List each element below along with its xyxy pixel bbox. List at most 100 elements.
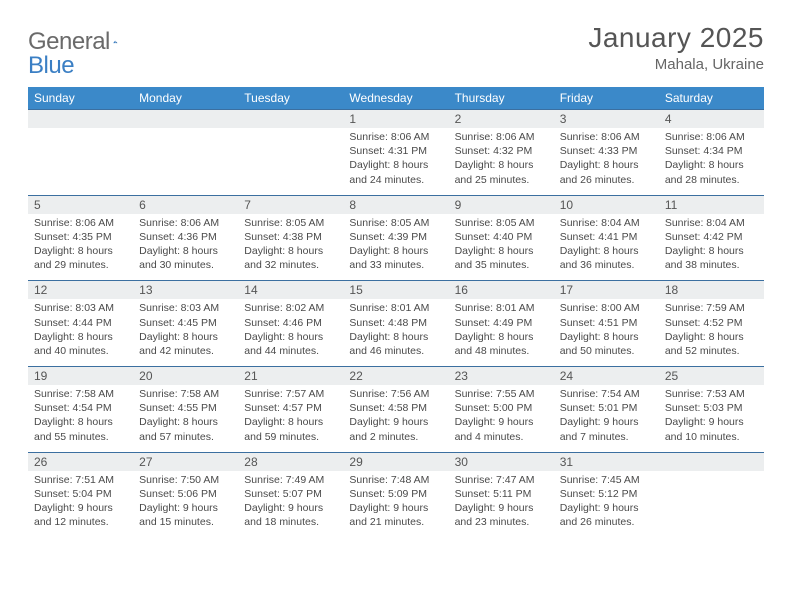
day-line: Sunset: 5:01 PM [560,401,653,415]
day-line: Daylight: 8 hours [349,330,442,344]
day-line: and 48 minutes. [455,344,548,358]
day-line: Daylight: 8 hours [455,158,548,172]
day-line: Sunset: 5:11 PM [455,487,548,501]
day-line: and 36 minutes. [560,258,653,272]
day-cell: 3Sunrise: 8:06 AMSunset: 4:33 PMDaylight… [554,110,659,196]
day-cell: 21Sunrise: 7:57 AMSunset: 4:57 PMDayligh… [238,367,343,453]
day-content: Sunrise: 7:49 AMSunset: 5:07 PMDaylight:… [238,471,343,538]
day-cell: 19Sunrise: 7:58 AMSunset: 4:54 PMDayligh… [28,367,133,453]
day-cell: 17Sunrise: 8:00 AMSunset: 4:51 PMDayligh… [554,281,659,367]
day-cell: 29Sunrise: 7:48 AMSunset: 5:09 PMDayligh… [343,452,448,537]
calendar-table: Sunday Monday Tuesday Wednesday Thursday… [28,87,764,537]
day-line: Daylight: 8 hours [244,330,337,344]
day-cell [659,452,764,537]
day-line: Sunrise: 7:45 AM [560,473,653,487]
dayname-thu: Thursday [449,87,554,110]
day-content: Sunrise: 7:50 AMSunset: 5:06 PMDaylight:… [133,471,238,538]
month-title: January 2025 [588,22,764,54]
day-line: Sunset: 5:03 PM [665,401,758,415]
day-number: 10 [554,196,659,214]
day-line: Sunset: 4:51 PM [560,316,653,330]
day-cell: 26Sunrise: 7:51 AMSunset: 5:04 PMDayligh… [28,452,133,537]
day-cell: 20Sunrise: 7:58 AMSunset: 4:55 PMDayligh… [133,367,238,453]
dayname-tue: Tuesday [238,87,343,110]
day-cell: 24Sunrise: 7:54 AMSunset: 5:01 PMDayligh… [554,367,659,453]
day-line: Daylight: 8 hours [665,158,758,172]
day-number: 27 [133,453,238,471]
day-line: Sunrise: 7:47 AM [455,473,548,487]
day-line: and 40 minutes. [34,344,127,358]
day-content: Sunrise: 8:06 AMSunset: 4:34 PMDaylight:… [659,128,764,195]
day-line: Daylight: 8 hours [665,330,758,344]
day-line: Sunrise: 8:04 AM [560,216,653,230]
day-content: Sunrise: 8:04 AMSunset: 4:41 PMDaylight:… [554,214,659,281]
day-line: Daylight: 8 hours [34,330,127,344]
day-content: Sunrise: 7:54 AMSunset: 5:01 PMDaylight:… [554,385,659,452]
day-line: and 23 minutes. [455,515,548,529]
dayname-sat: Saturday [659,87,764,110]
day-number: 31 [554,453,659,471]
day-line: Sunset: 4:40 PM [455,230,548,244]
day-line: and 10 minutes. [665,430,758,444]
day-number [238,110,343,128]
day-line: Sunset: 4:31 PM [349,144,442,158]
logo-sail-icon [113,33,118,51]
day-content: Sunrise: 8:05 AMSunset: 4:40 PMDaylight:… [449,214,554,281]
day-line: Sunset: 5:06 PM [139,487,232,501]
day-line: and 46 minutes. [349,344,442,358]
day-line: Sunrise: 8:01 AM [455,301,548,315]
day-line: and 50 minutes. [560,344,653,358]
day-number: 1 [343,110,448,128]
day-line: Sunrise: 7:55 AM [455,387,548,401]
day-line: and 44 minutes. [244,344,337,358]
day-cell: 27Sunrise: 7:50 AMSunset: 5:06 PMDayligh… [133,452,238,537]
day-line: Sunrise: 8:05 AM [244,216,337,230]
day-line: and 38 minutes. [665,258,758,272]
week-row: 1 Sunrise: 8:06 AM Sunset: 4:31 PM Daylight… [28,110,764,196]
dayname-row: Sunday Monday Tuesday Wednesday Thursday… [28,87,764,110]
day-line: and 15 minutes. [139,515,232,529]
day-content: Sunrise: 8:03 AMSunset: 4:44 PMDaylight:… [28,299,133,366]
day-content [133,128,238,186]
day-number: 28 [238,453,343,471]
day-line: Sunset: 4:48 PM [349,316,442,330]
day-line: Sunset: 5:12 PM [560,487,653,501]
day-cell: 2Sunrise: 8:06 AMSunset: 4:32 PMDaylight… [449,110,554,196]
day-content: Sunrise: 8:06 AMSunset: 4:36 PMDaylight:… [133,214,238,281]
day-number: 18 [659,281,764,299]
day-line: Sunrise: 8:05 AM [349,216,442,230]
week-row: 19Sunrise: 7:58 AMSunset: 4:54 PMDayligh… [28,367,764,453]
day-line: Daylight: 8 hours [34,415,127,429]
day-cell: 6Sunrise: 8:06 AMSunset: 4:36 PMDaylight… [133,195,238,281]
day-content: Sunrise: 7:59 AMSunset: 4:52 PMDaylight:… [659,299,764,366]
day-number: 29 [343,453,448,471]
day-line: and 26 minutes. [560,173,653,187]
day-number: 12 [28,281,133,299]
day-line: Sunrise: 8:03 AM [34,301,127,315]
day-line: Sunrise: 8:04 AM [665,216,758,230]
day-content: Sunrise: 7:48 AMSunset: 5:09 PMDaylight:… [343,471,448,538]
day-number: 23 [449,367,554,385]
day-line: Sunrise: 8:02 AM [244,301,337,315]
day-line: Daylight: 8 hours [349,244,442,258]
day-cell: 11Sunrise: 8:04 AMSunset: 4:42 PMDayligh… [659,195,764,281]
day-line: Sunset: 4:44 PM [34,316,127,330]
day-line: Daylight: 8 hours [560,244,653,258]
day-line: and 32 minutes. [244,258,337,272]
day-line: Sunrise: 7:49 AM [244,473,337,487]
day-cell: 30Sunrise: 7:47 AMSunset: 5:11 PMDayligh… [449,452,554,537]
day-line: Sunrise: 8:06 AM [455,130,548,144]
day-line: Sunrise: 7:58 AM [139,387,232,401]
day-line: Daylight: 8 hours [139,244,232,258]
day-line: Sunrise: 8:03 AM [139,301,232,315]
day-line: Daylight: 9 hours [560,415,653,429]
day-line: and 28 minutes. [665,173,758,187]
day-number: 9 [449,196,554,214]
day-line: Sunrise: 8:06 AM [560,130,653,144]
day-line: and 52 minutes. [665,344,758,358]
day-line: Sunset: 5:04 PM [34,487,127,501]
day-line: Sunset: 4:57 PM [244,401,337,415]
day-number: 21 [238,367,343,385]
day-line: Sunset: 4:38 PM [244,230,337,244]
day-line: Daylight: 9 hours [665,415,758,429]
